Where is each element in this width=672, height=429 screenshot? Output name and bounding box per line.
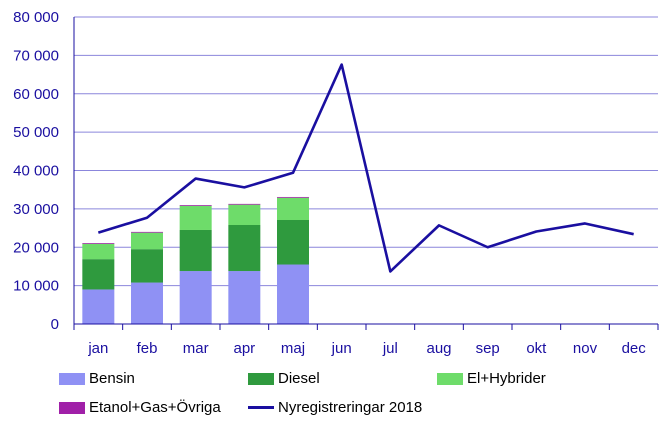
y-tick-label: 10 000 [13,278,59,295]
x-tick-label: jul [382,340,398,357]
bar-segment-el-hybrider [131,232,163,250]
bar-segment-etanol-gas-vriga [228,203,261,205]
y-tick-labels: 0 10 000 20 000 30 000 40 000 50 000 60 000 70 … [13,9,59,333]
line-nyregistreringar-2018 [97,63,634,273]
bar-segment-el-hybrider [277,197,309,221]
bar-segment-etanol-gas-vriga [277,196,309,198]
bar-segment-bensin [179,271,212,324]
bar-segment-el-hybrider [228,204,261,225]
bar-segment-etanol-gas-vriga [82,243,115,244]
bar-segment-diesel [228,224,261,272]
x-tick-label: mar [183,340,209,357]
bar-segment-bensin [131,282,163,324]
y-tick-label: 20 000 [13,239,59,256]
bar-segment-etanol-gas-vriga [179,205,212,206]
x-tick-label: aug [426,340,451,357]
x-tick-label: dec [622,340,647,357]
gridlines [74,16,658,287]
y-tick-label: 30 000 [13,201,59,218]
bar-segment-diesel [179,229,212,272]
y-tick-label: 60 000 [13,86,59,103]
bar-segment-bensin [277,264,309,324]
y-tick-label: 40 000 [13,163,59,180]
bar-segment-diesel [277,220,309,265]
x-tick-label: jun [331,340,352,357]
bar-segment-el-hybrider [82,243,115,260]
y-tick-label: 70 000 [13,47,59,64]
x-tick-label: okt [526,340,547,357]
y-tick-label: 50 000 [13,124,59,141]
line-series [97,63,634,273]
x-tick-label: feb [137,340,158,357]
bars [82,196,309,324]
y-tick-label: 0 [51,316,59,333]
x-tick-label: jan [87,340,108,357]
bar-segment-diesel [131,249,163,283]
bar-segment-bensin [228,271,261,324]
y-tick-label: 80 000 [13,9,59,26]
x-tick-label: nov [573,340,598,357]
x-tick-labels: jan feb mar apr maj jun jul aug sep okt nov dec [87,340,646,357]
x-tick-label: apr [233,340,255,357]
axes [73,17,659,330]
x-tick-label: maj [281,340,305,357]
x-tick-label: sep [476,340,500,357]
bar-segment-etanol-gas-vriga [131,231,163,233]
bar-segment-el-hybrider [179,205,212,230]
bar-segment-bensin [82,289,115,324]
bar-segment-diesel [82,259,115,290]
